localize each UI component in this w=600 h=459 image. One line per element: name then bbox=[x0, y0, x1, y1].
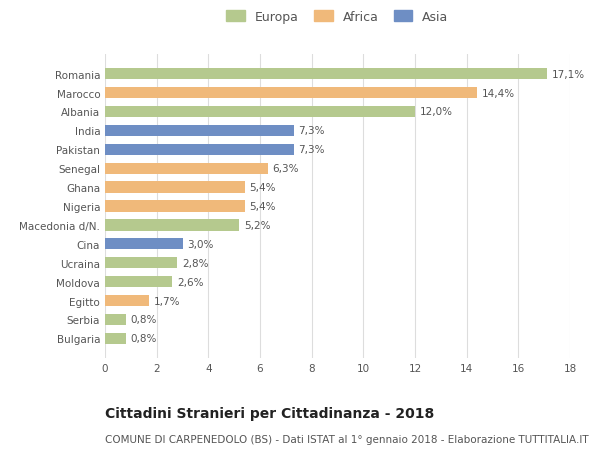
Bar bbox=[105, 163, 268, 174]
Bar bbox=[105, 333, 125, 344]
Bar bbox=[105, 295, 149, 307]
Bar bbox=[105, 220, 239, 231]
Bar bbox=[105, 69, 547, 80]
Text: 6,3%: 6,3% bbox=[272, 164, 299, 174]
Bar bbox=[105, 88, 477, 99]
Text: COMUNE DI CARPENEDOLO (BS) - Dati ISTAT al 1° gennaio 2018 - Elaborazione TUTTIT: COMUNE DI CARPENEDOLO (BS) - Dati ISTAT … bbox=[105, 434, 589, 444]
Text: 12,0%: 12,0% bbox=[419, 107, 452, 117]
Text: 5,4%: 5,4% bbox=[249, 202, 275, 212]
Bar bbox=[105, 144, 293, 156]
Text: 5,4%: 5,4% bbox=[249, 183, 275, 193]
Text: Cittadini Stranieri per Cittadinanza - 2018: Cittadini Stranieri per Cittadinanza - 2… bbox=[105, 406, 434, 420]
Bar bbox=[105, 257, 178, 269]
Bar bbox=[105, 106, 415, 118]
Text: 7,3%: 7,3% bbox=[298, 126, 325, 136]
Text: 3,0%: 3,0% bbox=[187, 239, 214, 249]
Text: 0,8%: 0,8% bbox=[130, 334, 157, 344]
Bar bbox=[105, 276, 172, 288]
Bar bbox=[105, 314, 125, 325]
Bar bbox=[105, 125, 293, 137]
Bar bbox=[105, 239, 182, 250]
Text: 5,2%: 5,2% bbox=[244, 220, 271, 230]
Text: 17,1%: 17,1% bbox=[551, 69, 584, 79]
Text: 14,4%: 14,4% bbox=[482, 89, 515, 98]
Text: 2,6%: 2,6% bbox=[177, 277, 203, 287]
Bar bbox=[105, 182, 245, 193]
Text: 7,3%: 7,3% bbox=[298, 145, 325, 155]
Text: 2,8%: 2,8% bbox=[182, 258, 208, 268]
Bar bbox=[105, 201, 245, 212]
Text: 0,8%: 0,8% bbox=[130, 315, 157, 325]
Legend: Europa, Africa, Asia: Europa, Africa, Asia bbox=[223, 7, 452, 27]
Text: 1,7%: 1,7% bbox=[154, 296, 180, 306]
